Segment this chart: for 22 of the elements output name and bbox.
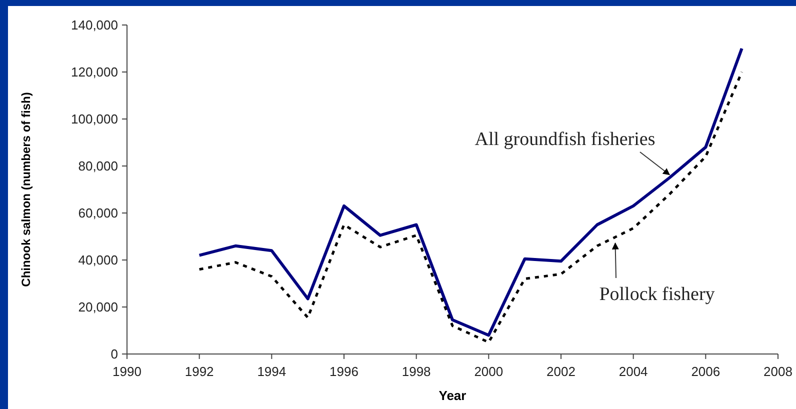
x-tick-label: 2004: [618, 364, 648, 379]
y-tick-label: 140,000: [71, 18, 118, 33]
y-axis-title: Chinook salmon (numbers of fish): [19, 92, 33, 287]
y-tick-label: 100,000: [71, 112, 118, 127]
y-tick-label: 60,000: [78, 206, 118, 221]
x-tick-label: 1996: [330, 364, 358, 379]
x-axis-title: Year: [438, 388, 466, 403]
series-label: Pollock fishery: [599, 284, 716, 305]
y-tick-label: 80,000: [78, 158, 118, 174]
x-tick-label: 1992: [184, 364, 214, 379]
y-tick-label: 0: [110, 346, 118, 362]
x-tick-label: 2002: [546, 364, 576, 379]
x-tick-label: 2008: [764, 364, 792, 379]
y-tick-label: 40,000: [78, 252, 118, 268]
y-tick-label: 120,000: [71, 64, 118, 80]
x-tick-label: 2000: [474, 364, 504, 379]
x-tick-label: 2006: [691, 364, 720, 379]
x-tick-label: 1994: [257, 364, 286, 379]
y-tick-label: 20,000: [78, 300, 118, 315]
x-tick-label: 1990: [112, 364, 142, 379]
x-tick-label: 1998: [402, 364, 431, 379]
series-label: All groundfish fisheries: [474, 129, 656, 150]
